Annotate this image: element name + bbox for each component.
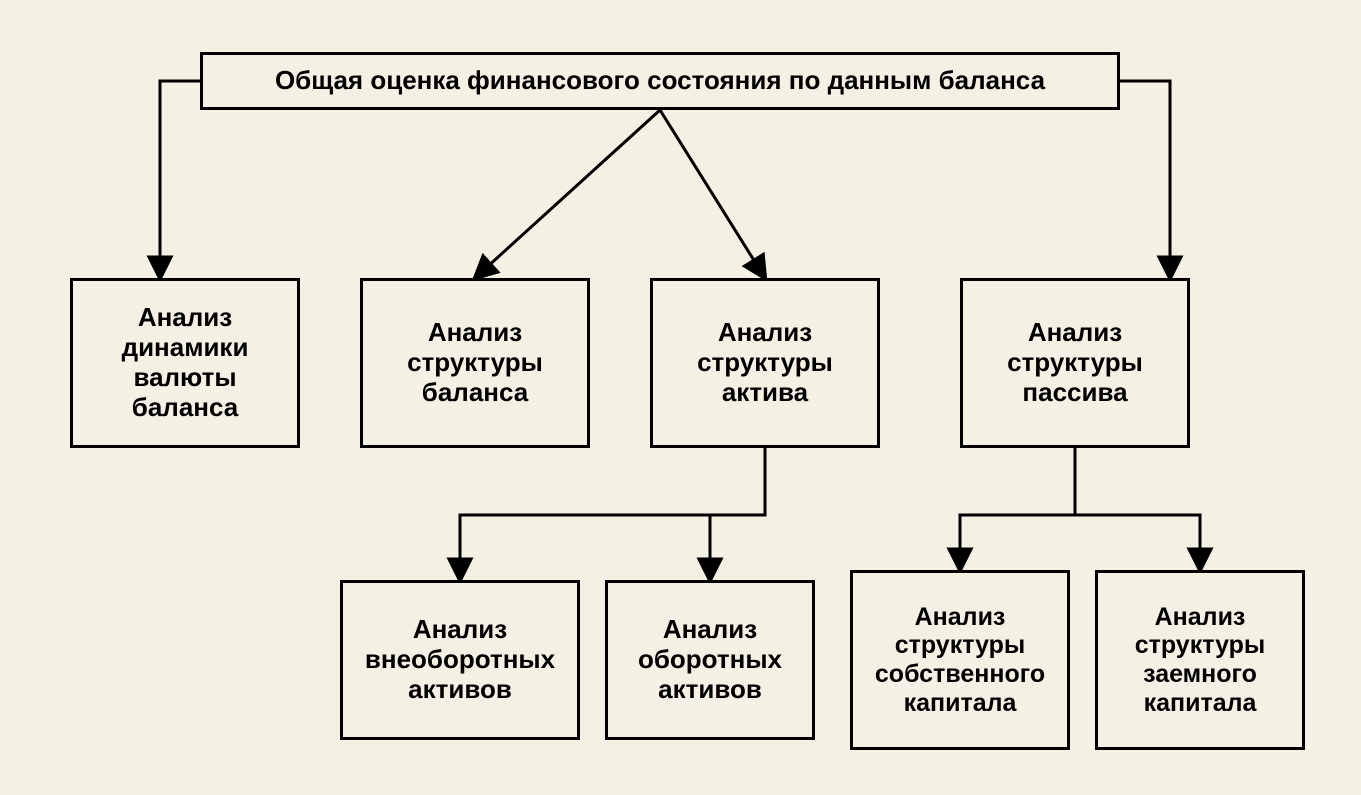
node-equity-structure: Анализ структуры собственного капитала (850, 570, 1070, 750)
node-root: Общая оценка финансового состояния по да… (200, 52, 1120, 110)
node-root-label: Общая оценка финансового состояния по да… (275, 66, 1045, 96)
node-structure-asset: Анализ структуры актива (650, 278, 880, 448)
node-current-assets: Анализ оборотных активов (605, 580, 815, 740)
edge-n4-n8 (1075, 448, 1200, 570)
edge-n3-n5 (460, 448, 765, 580)
node-structure-balance: Анализ структуры баланса (360, 278, 590, 448)
edge-n4-n7 (960, 448, 1075, 570)
node-noncurrent-assets: Анализ внеоборотных активов (340, 580, 580, 740)
node-dynamics-currency-balance: Анализ динамики валюты баланса (70, 278, 300, 448)
node-n5-label: Анализ внеоборотных активов (353, 615, 567, 705)
node-n4-label: Анализ структуры пассива (973, 318, 1177, 408)
edge-n3-n6 (710, 448, 765, 580)
node-n7-label: Анализ структуры собственного капитала (863, 603, 1057, 718)
edge-root-n4 (1120, 81, 1170, 278)
edge-root-n1 (160, 81, 200, 278)
node-n1-label: Анализ динамики валюты баланса (83, 303, 287, 423)
node-debt-structure: Анализ структуры заемного капитала (1095, 570, 1305, 750)
edge-root-n3 (660, 110, 765, 278)
node-n2-label: Анализ структуры баланса (373, 318, 577, 408)
diagram-canvas: Общая оценка финансового состояния по да… (0, 0, 1361, 795)
edge-root-n2 (475, 110, 660, 278)
node-n6-label: Анализ оборотных активов (618, 615, 802, 705)
node-n8-label: Анализ структуры заемного капитала (1108, 603, 1292, 718)
node-structure-liability: Анализ структуры пассива (960, 278, 1190, 448)
node-n3-label: Анализ структуры актива (663, 318, 867, 408)
